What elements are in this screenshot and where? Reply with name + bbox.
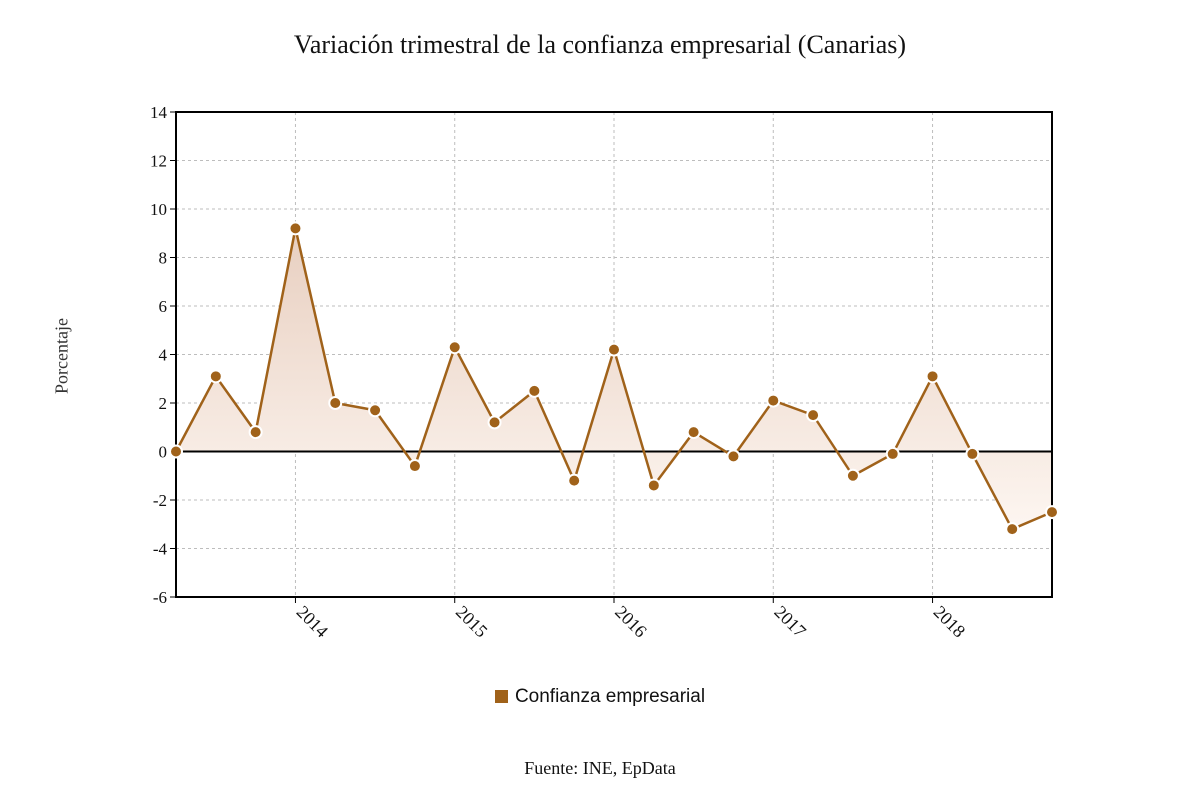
x-tick-label: 2015 bbox=[452, 602, 492, 642]
data-point bbox=[686, 425, 701, 440]
plot-frame bbox=[175, 111, 1053, 598]
data-point bbox=[766, 393, 781, 408]
data-point bbox=[965, 446, 980, 461]
y-tick-label: 8 bbox=[159, 249, 168, 268]
y-tick-label: -6 bbox=[153, 588, 167, 607]
data-point bbox=[447, 340, 462, 355]
data-point bbox=[607, 342, 621, 357]
data-point bbox=[208, 369, 223, 384]
data-point bbox=[407, 459, 422, 474]
data-point bbox=[925, 369, 940, 384]
data-point bbox=[646, 478, 661, 493]
x-tick-label: 2018 bbox=[930, 602, 970, 642]
data-point bbox=[527, 383, 542, 398]
chart-title: Variación trimestral de la confianza emp… bbox=[293, 30, 907, 59]
data-point bbox=[487, 415, 502, 430]
x-tick-label: 2016 bbox=[611, 602, 651, 642]
data-point bbox=[806, 408, 821, 423]
data-point bbox=[169, 444, 183, 459]
data-point bbox=[328, 396, 343, 410]
x-tick-label: 2017 bbox=[770, 602, 810, 642]
y-tick-label: 10 bbox=[150, 200, 167, 219]
data-point bbox=[1045, 505, 1059, 520]
y-tick-labels: -6 -4 -2 0 2 4 6 8 10 12 14 bbox=[150, 103, 168, 607]
data-point bbox=[368, 403, 383, 418]
data-point bbox=[1005, 522, 1020, 537]
data-point bbox=[288, 221, 303, 236]
data-point bbox=[248, 425, 263, 440]
data-point bbox=[845, 468, 860, 483]
y-tick-label: 4 bbox=[159, 346, 168, 365]
x-tick-label: 2014 bbox=[293, 602, 333, 642]
legend-swatch bbox=[494, 690, 508, 703]
legend-label: Confianza empresarial bbox=[514, 686, 706, 707]
data-point bbox=[726, 449, 741, 464]
y-tick-label: 12 bbox=[150, 152, 167, 171]
area-fill-layer bbox=[176, 228, 1052, 530]
axes bbox=[170, 111, 1053, 603]
legend[interactable]: Confianza empresarial bbox=[0, 686, 1200, 708]
data-points bbox=[169, 221, 1059, 537]
y-tick-label: 14 bbox=[150, 103, 168, 122]
y-tick-label: -4 bbox=[153, 540, 168, 559]
source-note: Fuente: INE, EpData bbox=[524, 758, 676, 778]
y-tick-label: -2 bbox=[153, 491, 167, 510]
data-point bbox=[885, 446, 900, 461]
y-tick-label: 6 bbox=[159, 297, 168, 316]
series-area bbox=[176, 228, 1052, 530]
y-tick-label: 2 bbox=[159, 394, 168, 413]
y-tick-label: 0 bbox=[159, 443, 168, 462]
data-point bbox=[567, 473, 582, 488]
x-tick-labels: 2014 2015 2016 2017 2018 bbox=[293, 602, 970, 642]
